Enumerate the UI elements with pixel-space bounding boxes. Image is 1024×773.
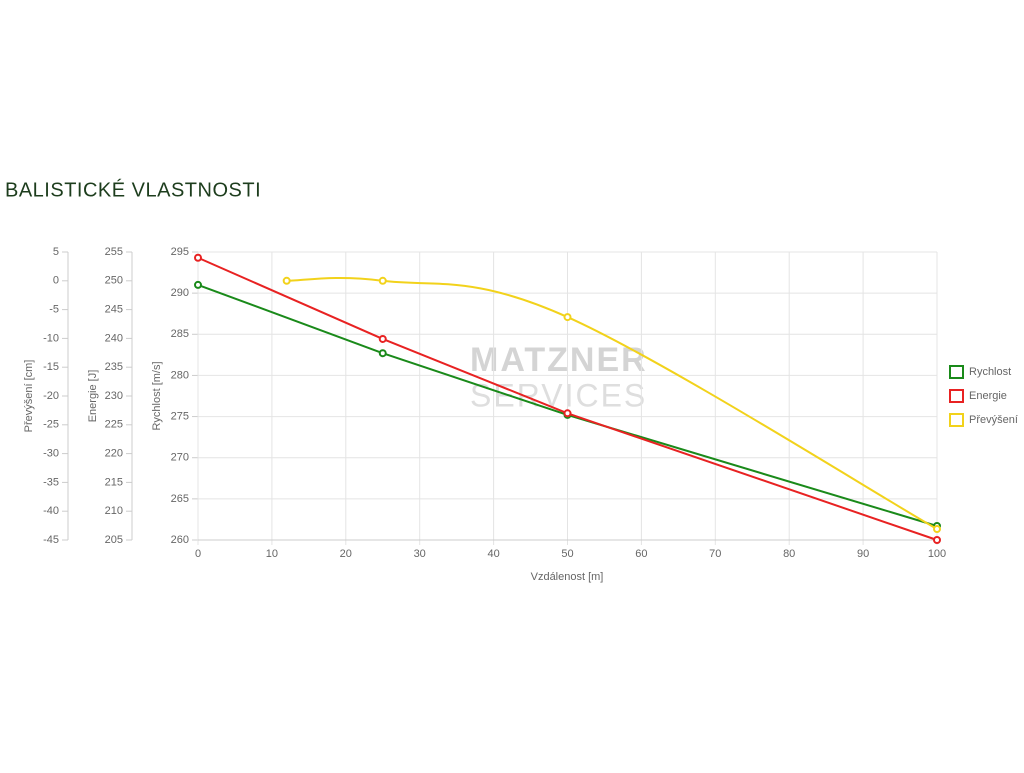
y2-tick-label: 220 <box>105 448 123 460</box>
y-tick-label: 270 <box>171 452 189 464</box>
y3-tick-label: -20 <box>43 390 59 402</box>
y2-tick-label: 250 <box>105 275 123 287</box>
y2-tick-label: 230 <box>105 390 123 402</box>
y3-axis-title: Převýšení [cm] <box>23 360 35 433</box>
series-line <box>286 276 938 530</box>
data-point <box>563 313 572 322</box>
y-axis-title: Rychlost [m/s] <box>151 361 163 430</box>
data-point <box>378 349 387 358</box>
y-tick-label: 260 <box>171 534 189 546</box>
y3-tick-label: -45 <box>43 534 59 546</box>
legend-label: Převýšení <box>969 414 1018 426</box>
x-tick-label: 60 <box>635 548 647 560</box>
legend-swatch <box>949 413 964 427</box>
data-point <box>378 276 387 285</box>
y2-tick-label: 215 <box>105 476 123 488</box>
x-tick-label: 40 <box>487 548 499 560</box>
x-tick-label: 20 <box>340 548 352 560</box>
x-tick-label: 10 <box>266 548 278 560</box>
y-tick-label: 285 <box>171 328 189 340</box>
y2-axis-title: Energie [J] <box>87 370 99 423</box>
y3-tick-label: -25 <box>43 419 59 431</box>
y3-tick-label: -30 <box>43 448 59 460</box>
data-point <box>194 280 202 289</box>
x-tick-label: 0 <box>195 548 201 560</box>
data-point <box>282 276 291 285</box>
y3-tick-label: -10 <box>43 332 59 344</box>
watermark: MATZNER <box>470 341 648 379</box>
y2-tick-label: 235 <box>105 361 123 373</box>
data-point <box>194 253 202 262</box>
data-point <box>933 525 941 534</box>
watermark: SERVICES <box>470 377 647 413</box>
y-tick-label: 265 <box>171 493 189 505</box>
x-axis-title: Vzdálenost [m] <box>531 571 604 583</box>
x-tick-label: 30 <box>414 548 426 560</box>
page-title: BALISTICKÉ VLASTNOSTI <box>5 178 261 201</box>
legend-swatch <box>949 365 964 379</box>
y-tick-label: 290 <box>171 287 189 299</box>
series-line <box>197 256 938 541</box>
y2-tick-label: 240 <box>105 332 123 344</box>
x-tick-label: 50 <box>561 548 573 560</box>
y3-tick-label: -40 <box>43 505 59 517</box>
legend-swatch <box>949 389 964 403</box>
x-tick-label: 80 <box>783 548 795 560</box>
y2-tick-label: 255 <box>105 246 123 258</box>
y2-tick-label: 205 <box>105 534 123 546</box>
y3-tick-label: 0 <box>53 275 59 287</box>
data-point <box>378 334 387 343</box>
data-point <box>933 536 941 544</box>
legend-label: Energie <box>969 390 1007 402</box>
y3-tick-label: -5 <box>49 304 59 316</box>
y-tick-label: 280 <box>171 369 189 381</box>
x-tick-label: 100 <box>928 548 946 560</box>
data-point <box>563 409 572 418</box>
y3-tick-label: -35 <box>43 476 59 488</box>
y-tick-label: 275 <box>171 410 189 422</box>
y3-tick-label: -15 <box>43 361 59 373</box>
y3-tick-label: 5 <box>53 246 59 258</box>
y-tick-label: 295 <box>171 246 189 258</box>
y2-tick-label: 245 <box>105 304 123 316</box>
x-tick-label: 70 <box>709 548 721 560</box>
series-line <box>197 283 938 527</box>
legend-label: Rychlost <box>969 366 1011 378</box>
y2-tick-label: 210 <box>105 505 123 517</box>
y2-tick-label: 225 <box>105 419 123 431</box>
x-tick-label: 90 <box>857 548 869 560</box>
